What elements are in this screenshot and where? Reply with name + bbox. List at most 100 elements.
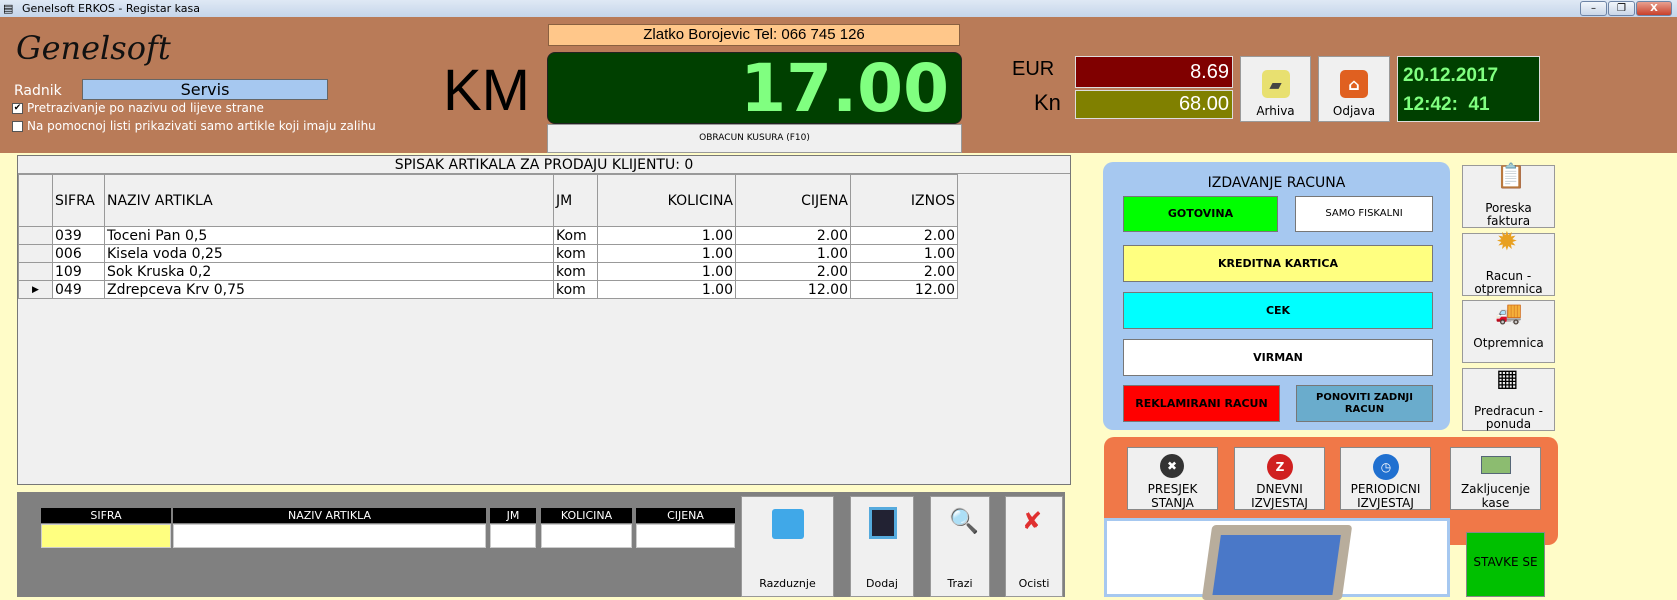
credit-card-button[interactable]: KREDITNA KARTICA <box>1123 245 1433 282</box>
close-register-button[interactable]: Zakljucenje kase <box>1450 447 1541 510</box>
datetime-display: 20.12.2017 12:42: 41 <box>1397 56 1540 122</box>
table-cell[interactable]: Kom <box>553 226 598 245</box>
entry-header: KOLICINA <box>541 508 632 523</box>
table-cell[interactable]: 006 <box>52 244 105 263</box>
table-cell[interactable]: Sok Kruska 0,2 <box>104 262 554 281</box>
checkbox-checked-icon[interactable]: ✔ <box>12 102 23 114</box>
checkbox-icon[interactable] <box>12 120 23 132</box>
table-row[interactable]: 006 Kisela voda 0,25 kom 1.00 1.00 1.00 <box>18 244 958 263</box>
button-label: Ocisti <box>1018 577 1050 590</box>
repeat-last-invoice-button[interactable]: PONOVITI ZADNJI RACUN <box>1296 385 1433 422</box>
header: Genelsoft Radnik Servis ✔ Pretrazivanje p… <box>0 17 1677 153</box>
button-label: PRESJEK STANJA <box>1147 482 1198 510</box>
change-calc-button[interactable]: OBRACUN KUSURA (F10) <box>547 124 962 153</box>
button-label: DNEVNI IZVJESTAJ <box>1251 482 1308 510</box>
sifra-input[interactable] <box>41 524 171 548</box>
table-cell[interactable]: 039 <box>52 226 105 245</box>
option-left-search[interactable]: ✔ Pretrazivanje po nazivu od lijeve stran… <box>12 101 264 115</box>
button-label: Zakljucenje kase <box>1460 482 1531 510</box>
minimize-button[interactable]: – <box>1580 1 1607 16</box>
radnik-field[interactable]: Servis <box>82 79 328 100</box>
close-button[interactable]: X <box>1636 1 1672 16</box>
tax-invoice-button[interactable]: 📋 Poreska faktura <box>1462 162 1555 228</box>
table-cell[interactable]: 1.00 <box>597 280 736 299</box>
table-cell[interactable]: kom <box>553 280 598 299</box>
row-header[interactable]: ▶ <box>18 280 53 299</box>
price-input[interactable] <box>636 524 735 548</box>
truck-icon: 🚚 <box>1495 301 1523 326</box>
table-row[interactable]: ▶ 049 Zdrepceva Krv 0,75 kom 1.00 12.00 12.00 <box>18 280 958 299</box>
column-header[interactable]: CIJENA <box>735 174 851 227</box>
table-cell[interactable]: 1.00 <box>597 244 736 263</box>
table-cell[interactable]: 2.00 <box>735 262 851 281</box>
column-header[interactable]: NAZIV ARTIKLA <box>104 174 554 227</box>
column-header[interactable]: IZNOS <box>850 174 958 227</box>
table-cell[interactable]: Toceni Pan 0,5 <box>104 226 554 245</box>
delivery-note-button[interactable]: 🚚 Otpremnica <box>1462 300 1555 363</box>
invoice-delivery-button[interactable]: ✹ Racun - otpremnica <box>1462 229 1555 296</box>
column-header[interactable]: SIFRA <box>52 174 105 227</box>
option-stock-only[interactable]: Na pomocnoj listi prikazivati samo artik… <box>12 119 376 133</box>
table-cell[interactable]: Kisela voda 0,25 <box>104 244 554 263</box>
transfer-button[interactable]: VIRMAN <box>1123 339 1433 376</box>
row-header[interactable] <box>18 262 53 281</box>
window-title: Genelsoft ERKOS - Registar kasa <box>22 2 200 15</box>
table-row[interactable]: 039 Toceni Pan 0,5 Kom 1.00 2.00 2.00 <box>18 226 958 245</box>
item-name-input[interactable] <box>173 524 486 548</box>
date: 20.12.2017 <box>1403 65 1499 86</box>
state-cut-button[interactable]: ✖ PRESJEK STANJA <box>1127 447 1218 510</box>
clipboard-icon: 📋 <box>1496 162 1526 190</box>
search-button[interactable]: 🔍 Trazi <box>930 496 990 597</box>
table-cell[interactable]: 049 <box>52 280 105 299</box>
x-circle-icon: ✖ <box>1160 454 1184 478</box>
button-label: Otpremnica <box>1473 336 1544 350</box>
pos-terminal-icon <box>1201 525 1353 600</box>
table-cell[interactable]: 1.00 <box>597 226 736 245</box>
column-header[interactable]: JM <box>553 174 598 227</box>
check-button[interactable]: CEK <box>1123 292 1433 329</box>
quantity-input[interactable] <box>541 524 632 548</box>
archive-label: Arhiva <box>1256 104 1295 118</box>
table-row[interactable]: 109 Sok Kruska 0,2 kom 1.00 2.00 2.00 <box>18 262 958 281</box>
stavke-button[interactable]: STAVKE SE <box>1466 532 1545 597</box>
items-table-panel: SPISAK ARTIKALA ZA PRODAJU KLIJENTU: 0 S… <box>17 155 1071 485</box>
logout-button[interactable]: ⌂ Odjava <box>1318 56 1390 122</box>
add-button[interactable]: Dodaj <box>850 496 914 597</box>
table-cell[interactable]: kom <box>553 262 598 281</box>
table-cell[interactable]: 12.00 <box>735 280 851 299</box>
table-cell[interactable]: 1.00 <box>850 244 958 263</box>
dispatch-button[interactable]: Razduznje <box>741 496 834 597</box>
broom-x-icon: ✘ <box>1022 507 1043 535</box>
cash-button[interactable]: GOTOVINA <box>1123 196 1278 232</box>
complaint-invoice-button[interactable]: REKLAMIRANI RACUN <box>1123 385 1280 422</box>
table-cell[interactable]: Zdrepceva Krv 0,75 <box>104 280 554 299</box>
table-cell[interactable]: 12.00 <box>850 280 958 299</box>
table-cell[interactable]: 1.00 <box>597 262 736 281</box>
row-header[interactable] <box>18 226 53 245</box>
button-label: Racun - otpremnica <box>1474 269 1543 296</box>
radnik-label: Radnik <box>14 83 62 99</box>
option-label: Pretrazivanje po nazivu od lijeve strane <box>27 101 264 115</box>
pos-terminal-image <box>1104 518 1450 600</box>
app-icon: ▤ <box>3 2 14 15</box>
table-cell[interactable]: 1.00 <box>735 244 851 263</box>
table-cell[interactable]: 2.00 <box>850 262 958 281</box>
fiscal-only-button[interactable]: SAMO FISKALNI <box>1295 196 1433 232</box>
table-cell[interactable]: 2.00 <box>850 226 958 245</box>
home-icon: ⌂ <box>1340 70 1368 98</box>
table-cell[interactable]: kom <box>553 244 598 263</box>
restore-button[interactable]: ❐ <box>1608 1 1635 16</box>
proforma-button[interactable]: ▦ Predracun - ponuda <box>1462 366 1555 431</box>
column-header[interactable]: KOLICINA <box>597 174 736 227</box>
unit-input[interactable] <box>490 524 536 548</box>
clear-button[interactable]: ✘ Ocisti <box>1005 496 1063 597</box>
customer-label: Zlatko Borojevic Tel: 066 745 126 <box>548 24 960 46</box>
daily-report-button[interactable]: Z DNEVNI IZVJESTAJ <box>1234 447 1325 510</box>
row-header[interactable] <box>18 244 53 263</box>
archive-button[interactable]: ▰ Arhiva <box>1240 56 1311 122</box>
button-label: Razduznje <box>759 577 816 590</box>
items-table[interactable]: SIFRA NAZIV ARTIKLA JM KOLICINA CIJENA I… <box>18 174 958 299</box>
table-cell[interactable]: 2.00 <box>735 226 851 245</box>
periodic-report-button[interactable]: ◷ PERIODICNI IZVJESTAJ <box>1340 447 1431 510</box>
table-cell[interactable]: 109 <box>52 262 105 281</box>
